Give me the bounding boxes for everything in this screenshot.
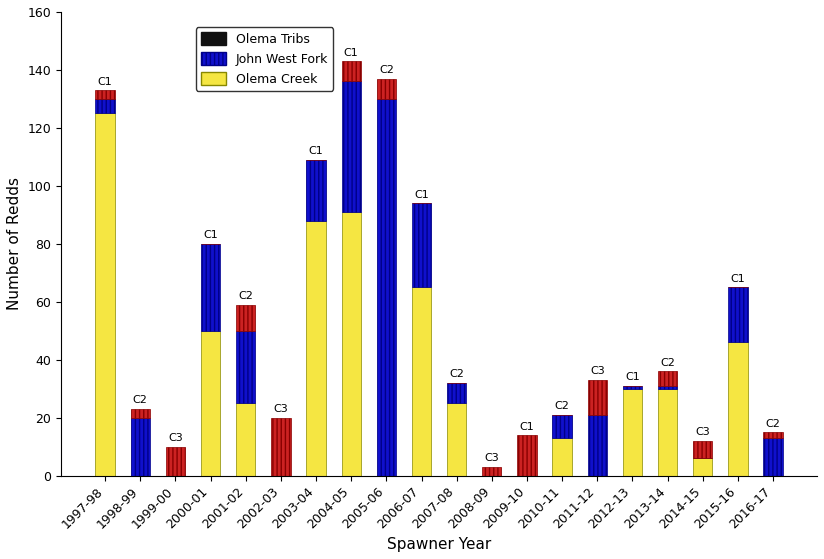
Bar xyxy=(201,331,220,476)
Bar xyxy=(623,389,642,476)
Bar xyxy=(131,409,150,418)
Bar xyxy=(236,403,255,476)
Text: C3: C3 xyxy=(274,404,288,414)
Bar xyxy=(377,99,396,476)
Bar xyxy=(588,380,607,415)
Bar xyxy=(658,389,677,476)
Bar xyxy=(447,383,466,403)
Text: C1: C1 xyxy=(625,372,639,382)
Bar xyxy=(131,418,150,476)
Text: C3: C3 xyxy=(168,433,183,443)
Bar xyxy=(96,90,115,99)
Text: C2: C2 xyxy=(765,419,780,429)
Text: C1: C1 xyxy=(309,146,323,157)
Legend: Olema Tribs, John West Fork, Olema Creek: Olema Tribs, John West Fork, Olema Creek xyxy=(196,27,333,91)
Text: C1: C1 xyxy=(204,230,218,240)
Text: C1: C1 xyxy=(520,421,534,432)
Text: C1: C1 xyxy=(414,190,428,200)
Text: C2: C2 xyxy=(449,369,464,380)
Text: C3: C3 xyxy=(590,367,605,376)
Bar xyxy=(96,113,115,476)
Bar xyxy=(166,447,185,476)
Bar xyxy=(412,287,431,476)
Bar xyxy=(377,79,396,99)
Bar xyxy=(412,203,431,287)
Bar xyxy=(588,415,607,476)
Bar xyxy=(482,467,502,476)
Bar xyxy=(623,386,642,389)
Bar xyxy=(693,458,713,476)
Bar xyxy=(658,371,677,386)
Bar xyxy=(728,342,747,476)
Text: C2: C2 xyxy=(133,395,147,405)
Text: C3: C3 xyxy=(485,453,499,463)
X-axis label: Spawner Year: Spawner Year xyxy=(387,537,491,552)
Text: C1: C1 xyxy=(344,48,358,58)
Y-axis label: Number of Redds: Number of Redds xyxy=(7,177,22,310)
Bar xyxy=(96,99,115,113)
Bar xyxy=(728,287,747,342)
Bar xyxy=(552,438,572,476)
Bar xyxy=(341,82,361,212)
Text: C2: C2 xyxy=(379,65,394,75)
Text: C2: C2 xyxy=(238,291,253,301)
Bar xyxy=(552,415,572,438)
Bar xyxy=(236,305,255,331)
Text: C2: C2 xyxy=(660,358,675,368)
Text: C1: C1 xyxy=(98,77,113,87)
Bar xyxy=(341,61,361,82)
Text: C2: C2 xyxy=(555,401,569,411)
Bar xyxy=(447,403,466,476)
Bar xyxy=(658,386,677,389)
Bar xyxy=(763,432,783,438)
Bar xyxy=(236,331,255,403)
Text: C1: C1 xyxy=(731,274,745,284)
Text: C3: C3 xyxy=(695,427,710,437)
Bar xyxy=(517,435,536,476)
Bar xyxy=(307,160,325,221)
Bar xyxy=(693,441,713,458)
Bar xyxy=(201,244,220,331)
Bar xyxy=(271,418,291,476)
Bar xyxy=(341,212,361,476)
Bar xyxy=(763,438,783,476)
Bar xyxy=(307,221,325,476)
